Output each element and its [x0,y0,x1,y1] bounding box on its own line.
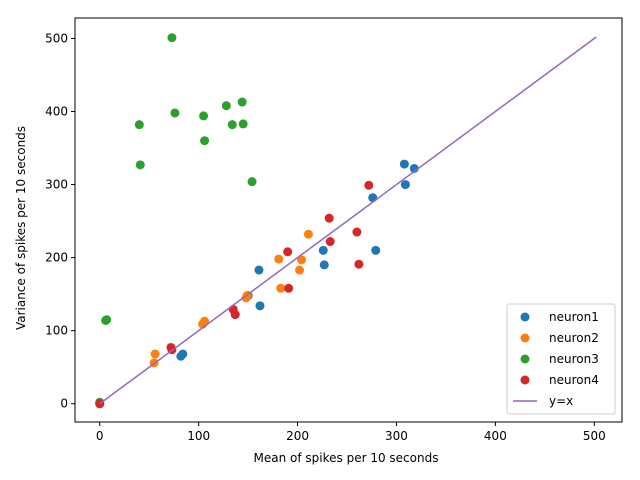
point-neuron1-2 [178,349,188,359]
x-tick-label-300: 300 [385,429,408,443]
legend-label-neuron1: neuron1 [549,310,599,324]
y-tick-label-100: 100 [45,324,68,338]
point-neuron2-7 [274,254,284,264]
x-tick-label-100: 100 [187,429,210,443]
point-neuron4-4 [230,310,240,320]
plot-marks [95,33,597,409]
point-neuron3-2 [102,315,112,325]
point-neuron3-5 [167,33,177,43]
point-neuron1-8 [368,193,378,203]
point-neuron3-13 [247,177,257,187]
x-tick-label-500: 500 [583,429,606,443]
point-neuron3-7 [199,111,209,121]
legend-label-y=x: y=x [549,394,573,408]
legend-marker-neuron3 [520,354,530,364]
point-neuron4-10 [354,259,364,269]
point-neuron3-3 [134,120,144,130]
x-tick-label-400: 400 [484,429,507,443]
point-neuron3-4 [135,160,145,170]
legend: neuron1 neuron2 neuron3 neuron4 y=x [506,303,616,415]
point-neuron3-10 [227,120,237,130]
point-neuron2-10 [297,255,307,265]
legend-label-neuron3: neuron3 [549,352,599,366]
point-neuron1-9 [371,245,381,255]
point-neuron4-7 [324,213,334,223]
point-neuron2-11 [303,229,313,239]
point-neuron1-12 [409,163,419,173]
point-neuron1-4 [254,265,264,275]
point-neuron3-6 [170,108,180,118]
point-neuron1-11 [400,180,410,190]
point-neuron4-5 [283,247,293,257]
point-neuron2-2 [150,349,160,359]
y-tick-label-200: 200 [45,251,68,265]
point-neuron3-11 [237,97,247,107]
point-neuron1-5 [255,301,265,311]
point-neuron2-4 [200,316,210,326]
line-y-equals-x [99,36,597,405]
x-tick-label-0: 0 [96,429,104,443]
point-neuron4-9 [352,227,362,237]
point-neuron2-8 [276,283,286,293]
series-neuron1 [95,159,419,409]
point-neuron1-10 [399,159,409,169]
legend-marker-neuron4 [520,375,530,385]
legend-label-neuron4: neuron4 [549,373,599,387]
y-tick-label-0: 0 [60,397,68,411]
legend-label-neuron2: neuron2 [549,331,599,345]
point-neuron3-9 [221,101,231,111]
plot-area [95,33,597,409]
point-neuron3-8 [200,136,210,146]
plot-frame [74,17,623,423]
point-neuron2-9 [295,265,305,275]
legend-box [506,303,616,415]
y-tick-label-400: 400 [45,105,68,119]
x-tick-label-200: 200 [286,429,309,443]
y-tick-label-300: 300 [45,178,68,192]
point-neuron4-11 [364,180,374,190]
y-axis-label: Variance of spikes per 10 seconds [14,126,28,330]
point-neuron3-12 [238,119,248,129]
legend-marker-neuron1 [520,312,530,322]
legend-marker-neuron2 [520,333,530,343]
point-neuron1-7 [319,260,329,270]
point-neuron1-6 [318,245,328,255]
point-neuron4-6 [284,283,294,293]
point-neuron4-8 [325,237,335,247]
axes: 0 100 200 300 400 500 0 100 200 300 400 500 [45,17,623,443]
y-tick-label-500: 500 [45,31,68,45]
x-axis-label: Mean of spikes per 10 seconds [254,451,439,465]
